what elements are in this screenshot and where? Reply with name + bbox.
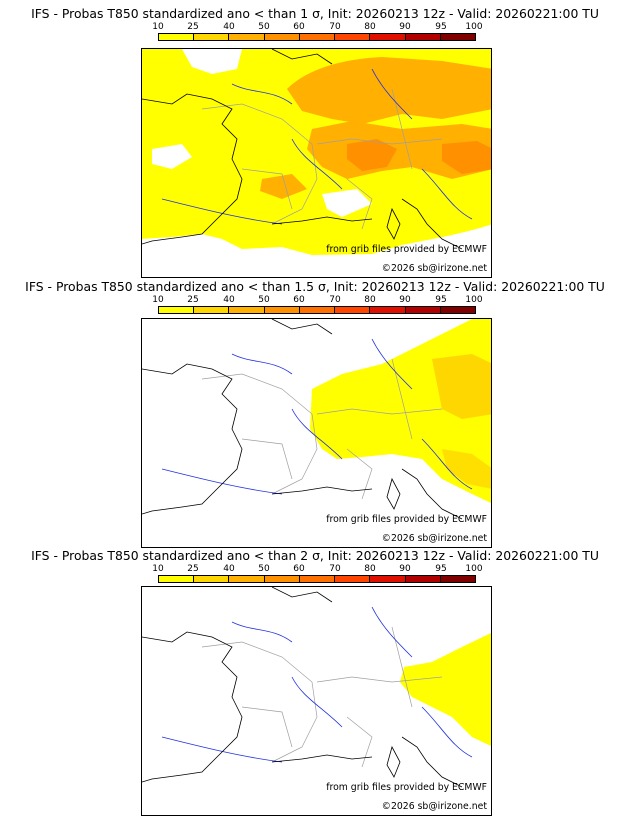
- probability-map: from grib files provided by ECMWF ©2026 …: [141, 48, 492, 278]
- credit-source: from grib files provided by ECMWF: [326, 244, 487, 255]
- scale-swatch: [370, 576, 406, 582]
- panel-title: IFS - Probas T850 standardized ano < tha…: [31, 548, 599, 563]
- scale-tick: 60: [293, 295, 305, 305]
- scale-tick: 25: [187, 295, 199, 305]
- scale-swatch: [194, 576, 230, 582]
- scale-swatch: [264, 576, 300, 582]
- scale-swatch: [299, 576, 336, 582]
- panel-title: IFS - Probas T850 standardized ano < tha…: [31, 6, 599, 21]
- scale-tick: 25: [187, 564, 199, 574]
- probability-scale: 10 25 40 50 60 70 80 90 95 100: [152, 22, 483, 46]
- scale-ticks: 10 25 40 50 60 70 80 90 95 100: [152, 22, 482, 33]
- panel-3: IFS - Probas T850 standardized ano < tha…: [0, 548, 630, 820]
- map-canvas: [142, 49, 491, 277]
- scale-colorbar: [158, 306, 476, 314]
- scale-tick: 10: [152, 564, 164, 574]
- scale-tick: 100: [465, 22, 483, 32]
- scale-tick: 70: [329, 22, 341, 32]
- scale-tick: 95: [435, 22, 447, 32]
- credit-source: from grib files provided by ECMWF: [326, 782, 487, 793]
- credit-copyright: ©2026 sb@irizone.net: [381, 801, 487, 812]
- scale-tick: 40: [223, 564, 235, 574]
- scale-swatch: [370, 34, 406, 40]
- scale-tick: 60: [293, 564, 305, 574]
- scale-tick: 70: [329, 564, 341, 574]
- scale-swatch: [229, 34, 265, 40]
- scale-swatch: [229, 307, 265, 313]
- scale-swatch: [229, 576, 265, 582]
- scale-tick: 70: [329, 295, 341, 305]
- scale-tick: 40: [223, 22, 235, 32]
- scale-swatch: [405, 576, 441, 582]
- credit-source: from grib files provided by ECMWF: [326, 514, 487, 525]
- scale-tick: 50: [258, 564, 270, 574]
- scale-ticks: 10 25 40 50 60 70 80 90 95 100: [152, 564, 482, 575]
- scale-tick: 90: [399, 564, 411, 574]
- scale-swatch: [405, 34, 441, 40]
- map-canvas: [142, 319, 491, 520]
- scale-tick: 50: [258, 22, 270, 32]
- panel-1: IFS - Probas T850 standardized ano < tha…: [0, 6, 630, 278]
- scale-tick: 50: [258, 295, 270, 305]
- scale-tick: 90: [399, 295, 411, 305]
- scale-swatch: [264, 307, 300, 313]
- probability-map: from grib files provided by ECMWF ©2026 …: [141, 586, 492, 816]
- scale-tick: 10: [152, 295, 164, 305]
- scale-swatch: [440, 576, 475, 582]
- scale-tick: 25: [187, 22, 199, 32]
- scale-ticks: 10 25 40 50 60 70 80 90 95 100: [152, 295, 482, 306]
- scale-tick: 100: [465, 295, 483, 305]
- scale-colorbar: [158, 575, 476, 583]
- scale-tick: 80: [364, 295, 376, 305]
- probability-scale: 10 25 40 50 60 70 80 90 95 100: [152, 564, 483, 588]
- scale-tick: 10: [152, 22, 164, 32]
- scale-swatch: [159, 34, 195, 40]
- scale-swatch: [264, 34, 300, 40]
- scale-tick: 60: [293, 22, 305, 32]
- scale-swatch: [370, 307, 406, 313]
- probability-scale: 10 25 40 50 60 70 80 90 95 100: [152, 295, 483, 319]
- scale-swatch: [405, 307, 441, 313]
- scale-swatch: [335, 34, 371, 40]
- scale-swatch: [299, 307, 336, 313]
- credit-copyright: ©2026 sb@irizone.net: [381, 263, 487, 274]
- scale-swatch: [440, 34, 475, 40]
- panel-2: IFS - Probas T850 standardized ano < tha…: [0, 279, 630, 551]
- scale-tick: 95: [435, 564, 447, 574]
- scale-swatch: [335, 576, 371, 582]
- scale-colorbar: [158, 33, 476, 41]
- scale-tick: 100: [465, 564, 483, 574]
- map-canvas: [142, 587, 491, 788]
- scale-swatch: [299, 34, 336, 40]
- scale-swatch: [335, 307, 371, 313]
- scale-swatch: [194, 34, 230, 40]
- scale-tick: 90: [399, 22, 411, 32]
- scale-swatch: [440, 307, 475, 313]
- scale-swatch: [159, 576, 195, 582]
- credit-copyright: ©2026 sb@irizone.net: [381, 533, 487, 544]
- scale-swatch: [194, 307, 230, 313]
- scale-tick: 80: [364, 22, 376, 32]
- scale-tick: 80: [364, 564, 376, 574]
- probability-map: from grib files provided by ECMWF ©2026 …: [141, 318, 492, 548]
- scale-swatch: [159, 307, 195, 313]
- scale-tick: 40: [223, 295, 235, 305]
- scale-tick: 95: [435, 295, 447, 305]
- panel-title: IFS - Probas T850 standardized ano < tha…: [25, 279, 605, 294]
